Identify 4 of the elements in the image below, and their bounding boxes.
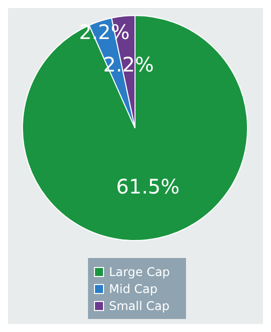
legend-label: Large Cap	[109, 264, 170, 278]
data-label: 61.5%	[116, 174, 180, 199]
legend-label: Mid Cap	[109, 282, 158, 296]
legend-label: Small Cap	[109, 298, 170, 312]
